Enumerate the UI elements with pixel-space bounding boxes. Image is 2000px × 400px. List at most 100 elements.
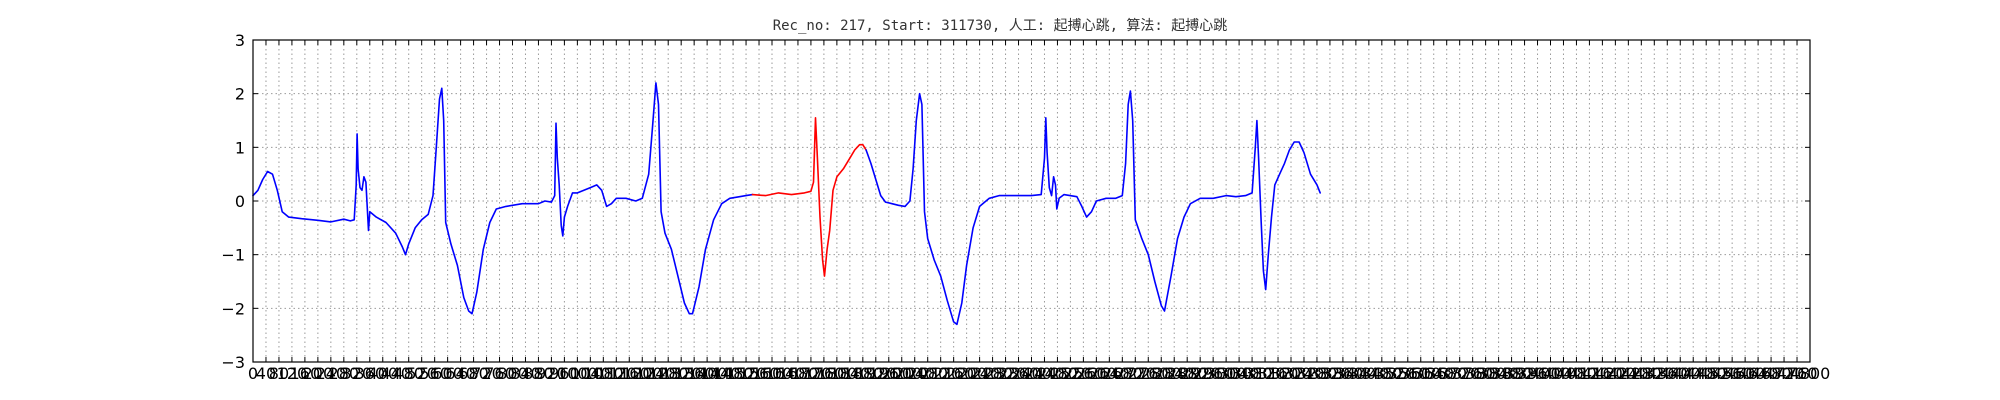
x-tick-label: 1640 [765, 364, 806, 383]
x-tick-label: 1400 [687, 364, 728, 383]
x-tick-label: 2000 [881, 364, 922, 383]
x-tick-label: 4720 [1764, 364, 1805, 383]
x-tick-label: 1120 [596, 364, 637, 383]
x-tick-label: 3920 [1504, 364, 1545, 383]
chart-title: Rec_no: 217, Start: 311730, 人工: 起搏心跳, 算法… [773, 17, 1228, 34]
x-tick-label: 600 [432, 364, 463, 383]
x-tick-label: 1160 [609, 364, 650, 383]
x-tick-label: 1280 [648, 364, 689, 383]
x-tick-label: 760 [484, 364, 515, 383]
x-tick-label: 2840 [1154, 364, 1195, 383]
x-tick-label: 4400 [1660, 364, 1701, 383]
x-tick-label: 4160 [1582, 364, 1623, 383]
x-tick-label: 1360 [674, 364, 715, 383]
x-tick-label: 720 [471, 364, 502, 383]
x-tick-label: 920 [536, 364, 567, 383]
x-tick-label: 3400 [1336, 364, 1377, 383]
x-tick-label: 2400 [1011, 364, 1052, 383]
x-tick-label: 2520 [1050, 364, 1091, 383]
ecg-trace-segment-3 [865, 90, 1321, 326]
y-tick-label: 1 [235, 138, 245, 157]
x-tick-label: 3480 [1361, 364, 1402, 383]
x-tick-label: 1840 [829, 364, 870, 383]
x-tick-label: 3440 [1348, 364, 1389, 383]
x-tick-label: 2800 [1141, 364, 1182, 383]
x-tick-label: 4360 [1647, 364, 1688, 383]
x-tick-label: 1760 [804, 364, 845, 383]
y-tick-label: 0 [235, 192, 245, 211]
x-tick-label: 840 [510, 364, 541, 383]
x-tick-label: 80 [269, 364, 289, 383]
x-tick-label: 3760 [1452, 364, 1493, 383]
y-tick-label: −1 [221, 246, 245, 265]
x-tick-label: 3640 [1413, 364, 1454, 383]
ecg-trace-segment-2 [751, 117, 867, 277]
x-tick-label: 3120 [1245, 364, 1286, 383]
x-tick-label: 4200 [1595, 364, 1636, 383]
x-tick-label: 3320 [1310, 364, 1351, 383]
x-tick-label: 4280 [1621, 364, 1662, 383]
x-tick-label: 360 [355, 364, 386, 383]
x-tick-label: 1200 [622, 364, 663, 383]
x-tick-label: 1960 [868, 364, 909, 383]
x-tick-label: 3080 [1232, 364, 1273, 383]
y-tick-label: −3 [221, 353, 245, 372]
x-tick-label: 4440 [1673, 364, 1714, 383]
x-tick-label: 2280 [972, 364, 1013, 383]
axis-ticks [252, 39, 1811, 363]
x-tick-label: 1040 [570, 364, 611, 383]
x-tick-label: 4520 [1699, 364, 1740, 383]
x-tick-label: 440 [380, 364, 411, 383]
x-tick-label: 1480 [713, 364, 754, 383]
x-tick-label: 3600 [1400, 364, 1441, 383]
x-tick-label: 3680 [1426, 364, 1467, 383]
x-tick-label: 2960 [1193, 364, 1234, 383]
x-tick-label: 640 [445, 364, 476, 383]
y-axis-tick-labels: −3 −2 −1 0 1 2 3 [221, 31, 245, 372]
x-tick-label: 1240 [635, 364, 676, 383]
x-tick-label: 520 [406, 364, 437, 383]
x-tick-label: 1880 [842, 364, 883, 383]
x-tick-label: 2120 [920, 364, 961, 383]
x-tick-label: 4080 [1556, 364, 1597, 383]
x-tick-label: 2200 [946, 364, 987, 383]
grid-lines [253, 40, 1810, 362]
x-tick-label: 3840 [1478, 364, 1519, 383]
x-tick-label: 4800 [1790, 364, 1831, 383]
x-tick-label: 1560 [739, 364, 780, 383]
x-tick-label: 1920 [855, 364, 896, 383]
x-tick-label: 2600 [1076, 364, 1117, 383]
x-tick-label: 4120 [1569, 364, 1610, 383]
x-tick-label: 1600 [752, 364, 793, 383]
x-tick-label: 2760 [1128, 364, 1169, 383]
x-tick-label: 2680 [1102, 364, 1143, 383]
ecg-traces [252, 82, 1321, 326]
x-tick-label: 2320 [985, 364, 1026, 383]
x-tick-label: 3560 [1387, 364, 1428, 383]
x-tick-label: 4040 [1543, 364, 1584, 383]
x-tick-label: 3880 [1491, 364, 1532, 383]
x-tick-label: 3000 [1206, 364, 1247, 383]
x-tick-label: 2480 [1037, 364, 1078, 383]
x-tick-label: 4760 [1777, 364, 1818, 383]
x-tick-label: 4680 [1751, 364, 1792, 383]
x-tick-label: 2080 [907, 364, 948, 383]
x-tick-label: 2160 [933, 364, 974, 383]
x-tick-label: 3720 [1439, 364, 1480, 383]
x-tick-label: 120 [277, 364, 308, 383]
x-tick-label: 4000 [1530, 364, 1571, 383]
x-tick-label: 4560 [1712, 364, 1753, 383]
y-tick-label: 3 [235, 31, 245, 50]
x-tick-label: 4640 [1738, 364, 1779, 383]
x-tick-label: 4480 [1686, 364, 1727, 383]
x-tick-label: 3960 [1517, 364, 1558, 383]
x-tick-label: 3360 [1323, 364, 1364, 383]
x-tick-label: 800 [497, 364, 528, 383]
x-tick-label: 3800 [1465, 364, 1506, 383]
y-tick-label: −2 [221, 299, 245, 318]
x-tick-label: 1800 [817, 364, 858, 383]
x-tick-label: 400 [367, 364, 398, 383]
x-tick-label: 1080 [583, 364, 624, 383]
x-tick-label: 1520 [726, 364, 767, 383]
x-tick-label: 2560 [1063, 364, 1104, 383]
